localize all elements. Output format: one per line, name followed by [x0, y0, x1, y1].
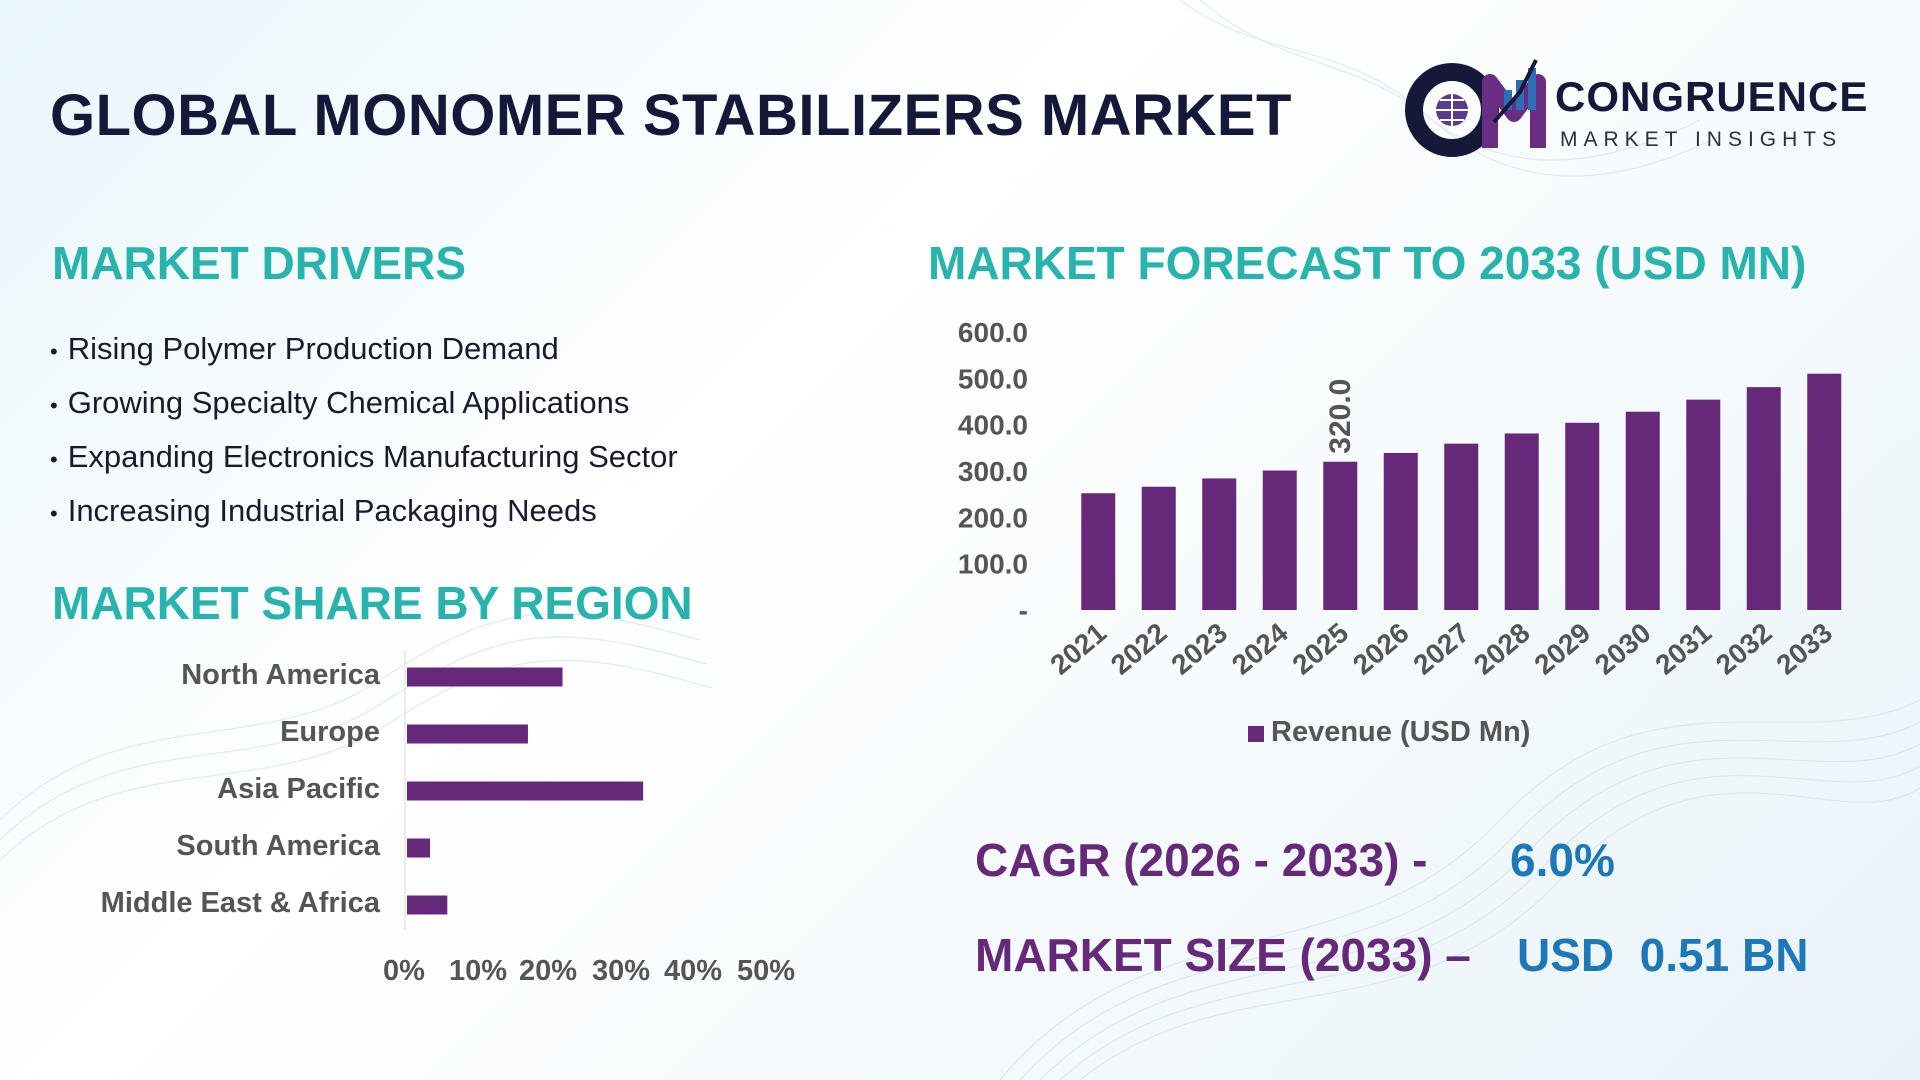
region-label: Europe — [280, 716, 380, 748]
region-x-tick: 20% — [519, 955, 578, 987]
x-tick-label: 2033 — [1770, 617, 1838, 681]
forecast-bar — [1141, 486, 1176, 610]
region-heading: MARKET SHARE BY REGION — [52, 577, 693, 629]
logo-name: CONGRUENCE — [1555, 73, 1869, 120]
forecast-bar — [1686, 399, 1721, 610]
page-title: GLOBAL MONOMER STABILIZERS MARKET — [50, 83, 1292, 148]
x-tick-label: 2024 — [1226, 617, 1294, 681]
forecast-bar — [1746, 387, 1781, 610]
driver-item: Increasing Industrial Packaging Needs — [50, 484, 678, 538]
region-bar — [407, 895, 448, 915]
x-tick-label: 2032 — [1710, 617, 1778, 681]
forecast-bar — [1202, 478, 1237, 610]
x-tick-label: 2025 — [1286, 617, 1354, 681]
y-tick-label: 600.0 — [958, 317, 1028, 348]
cagr-value: 6.0% — [1510, 834, 1615, 886]
region-bar — [407, 838, 431, 858]
market-size-value: USD 0.51 BN — [1517, 929, 1809, 981]
driver-item: Expanding Electronics Manufacturing Sect… — [50, 430, 678, 484]
drivers-list: Rising Polymer Production Demand Growing… — [50, 322, 678, 538]
region-label: Middle East & Africa — [100, 887, 380, 919]
x-tick-label: 2021 — [1044, 617, 1112, 681]
driver-item: Rising Polymer Production Demand — [50, 322, 678, 376]
legend-label: Revenue (USD Mn) — [1271, 716, 1530, 748]
x-tick-label: 2031 — [1649, 617, 1717, 681]
y-tick-label: 300.0 — [958, 456, 1028, 487]
logo-subtitle: MARKET INSIGHTS — [1560, 128, 1843, 151]
forecast-bar — [1081, 493, 1116, 610]
x-tick-label: 2030 — [1589, 617, 1657, 681]
x-tick-label: 2029 — [1528, 617, 1596, 681]
forecast-bar — [1383, 452, 1418, 610]
forecast-bar — [1807, 373, 1842, 610]
region-bar-chart — [404, 650, 644, 930]
drivers-heading: MARKET DRIVERS — [52, 237, 467, 289]
forecast-bar — [1323, 461, 1358, 610]
x-tick-label: 2028 — [1468, 617, 1536, 681]
region-x-tick: 30% — [592, 955, 651, 987]
region-bar — [407, 781, 644, 801]
y-tick-label: 400.0 — [958, 410, 1028, 441]
region-bar — [407, 724, 528, 744]
company-logo — [1405, 59, 1546, 157]
legend-swatch — [1248, 726, 1264, 742]
forecast-bar-chart: - 100.0 200.0 300.0 400.0 500.0 600.0 20212022… — [958, 317, 1842, 748]
region-x-tick: 10% — [449, 955, 508, 987]
forecast-heading: MARKET FORECAST TO 2033 (USD MN) — [928, 237, 1807, 289]
x-tick-label: 2026 — [1347, 617, 1415, 681]
forecast-bar — [1504, 433, 1539, 610]
y-tick-label: - — [1019, 595, 1028, 626]
data-label: 320.0 — [1324, 379, 1357, 454]
region-x-tick: 0% — [383, 955, 425, 987]
forecast-bar — [1444, 443, 1479, 610]
region-bar — [407, 667, 563, 687]
region-x-tick: 40% — [664, 955, 723, 987]
driver-item: Growing Specialty Chemical Applications — [50, 376, 678, 430]
market-size-label: MARKET SIZE (2033) – — [975, 929, 1471, 981]
x-tick-label: 2022 — [1105, 617, 1173, 681]
region-label: North America — [181, 659, 380, 691]
cagr-label: CAGR (2026 - 2033) - — [975, 834, 1428, 886]
x-tick-label: 2023 — [1165, 617, 1233, 681]
x-tick-label: 2027 — [1407, 617, 1475, 681]
forecast-bar — [1565, 422, 1600, 610]
y-tick-label: 200.0 — [958, 502, 1028, 533]
forecast-bar — [1262, 470, 1297, 610]
y-tick-label: 500.0 — [958, 363, 1028, 394]
y-tick-label: 100.0 — [958, 549, 1028, 580]
region-label: South America — [176, 830, 380, 862]
forecast-bar — [1625, 411, 1660, 610]
region-label: Asia Pacific — [217, 773, 380, 805]
region-x-tick: 50% — [737, 955, 796, 987]
